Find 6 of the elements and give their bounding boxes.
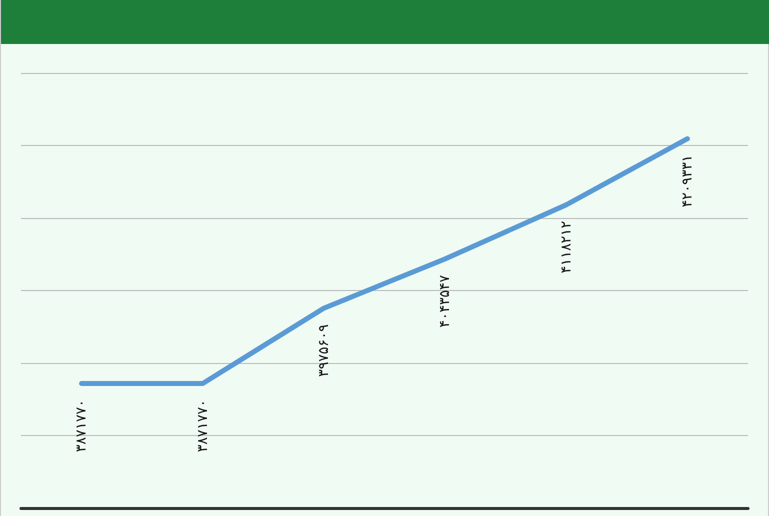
data-label: ۳۸۷۱۷۷۰ [194,399,211,452]
data-label: ۳۸۷۱۷۷۰ [74,399,90,452]
data-label: ۳۹۷۵۶۰۹ [316,324,332,377]
data-label: ۴۱۱۸۲۱۲ [558,220,574,274]
data-label: ۴۰۴۳۵۴۷ [437,274,454,328]
data-label: ۴۲۰۹۳۳۱ [679,154,696,208]
